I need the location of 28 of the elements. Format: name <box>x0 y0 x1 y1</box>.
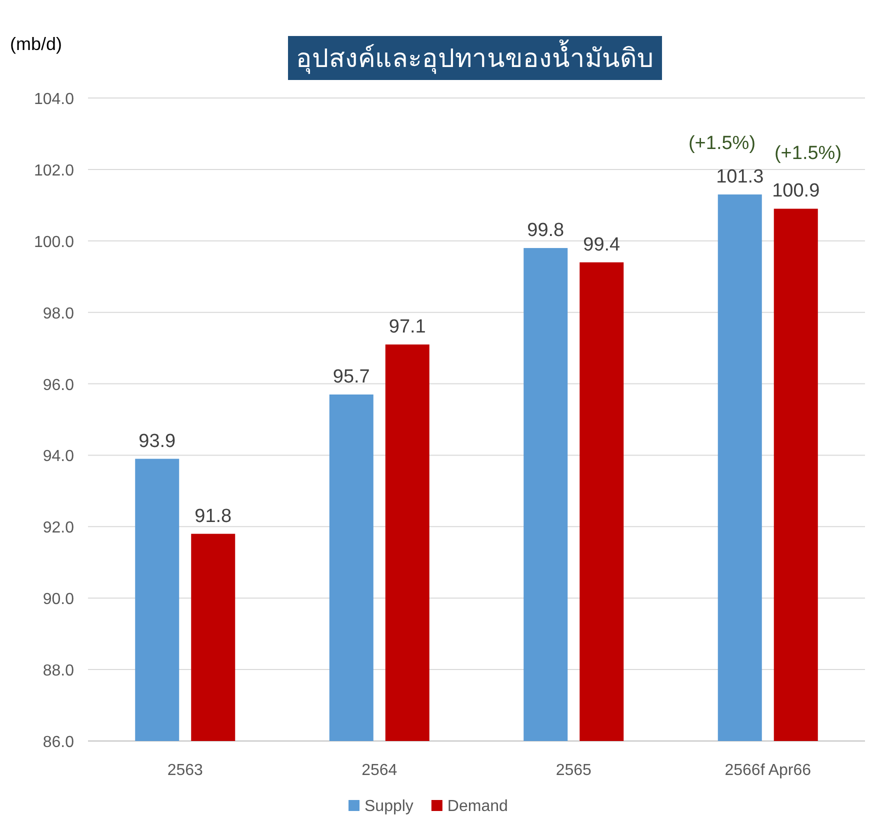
y-tick-label: 94.0 <box>42 448 74 466</box>
data-label: 95.7 <box>332 366 370 388</box>
x-tick-label: 2563 <box>167 762 204 779</box>
legend-label: Supply <box>364 798 414 815</box>
y-tick-label: 88.0 <box>42 662 74 680</box>
x-tick-label: 2565 <box>556 762 592 779</box>
y-tick-label: 96.0 <box>42 376 74 394</box>
legend-label: Demand <box>447 798 508 815</box>
y-tick-label: 104.0 <box>34 91 74 108</box>
chart-title: อุปสงค์และอุปทานของน้ำมันดิบ <box>296 39 654 74</box>
y-tick-label: 90.0 <box>42 591 74 608</box>
data-label: 99.4 <box>583 234 621 256</box>
y-tick-label: 98.0 <box>42 305 74 322</box>
y-tick-label: 102.0 <box>34 162 74 180</box>
x-tick-label: 2566f Apr66 <box>724 762 812 779</box>
data-label: 93.9 <box>138 430 176 452</box>
data-label: 99.8 <box>527 220 564 242</box>
data-label: 97.1 <box>388 316 426 338</box>
annotation: (+1.5%) <box>774 143 842 164</box>
data-label: 100.9 <box>772 180 820 202</box>
y-tick-label: 92.0 <box>42 520 74 537</box>
annotation: (+1.5%) <box>688 133 756 154</box>
y-tick-label: 100.0 <box>34 234 74 251</box>
data-label: 91.8 <box>194 506 232 527</box>
x-tick-label: 2564 <box>362 762 398 779</box>
y-axis-title: (mb/d) <box>10 34 62 54</box>
y-tick-label: 86.0 <box>42 734 74 751</box>
data-label: 101.3 <box>716 166 764 188</box>
